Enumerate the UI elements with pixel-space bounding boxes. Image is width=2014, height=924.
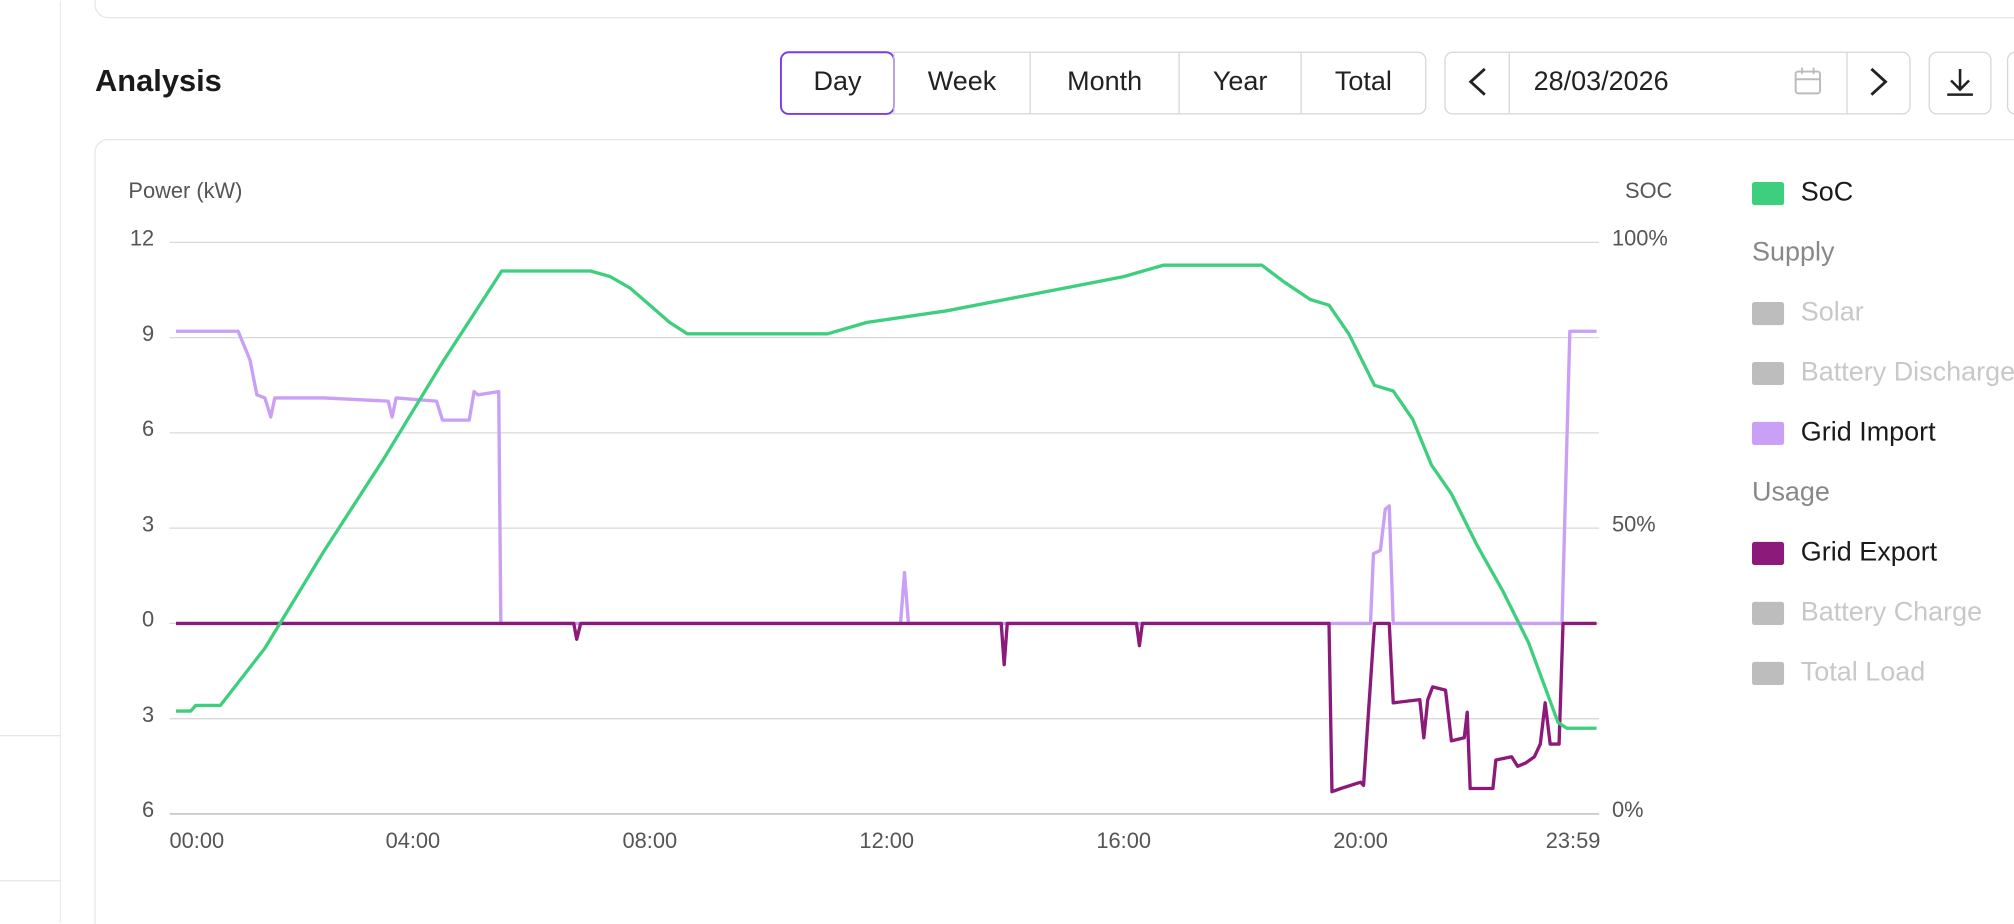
download-button[interactable] — [1928, 51, 1992, 115]
x-tick-label: 08:00 — [623, 828, 678, 853]
legend-label[interactable]: Battery Discharge — [1801, 357, 2014, 387]
legend-label[interactable]: Total Load — [1801, 657, 1925, 687]
y-tick-label: 9 — [142, 321, 154, 346]
y-axis-title: Power (kW) — [128, 178, 242, 203]
y-tick-label: 3 — [142, 511, 154, 536]
tab-label[interactable]: Week — [928, 66, 997, 96]
y-tick-label: 6 — [142, 797, 154, 822]
legend-heading: Supply — [1752, 237, 1835, 267]
y2-axis-title: SOC — [1625, 178, 1672, 203]
legend-swatch[interactable] — [1751, 541, 1785, 566]
y-tick-label: 0 — [142, 607, 154, 632]
download-icon[interactable] — [1947, 68, 1973, 96]
legend-label[interactable]: Solar — [1801, 297, 1864, 327]
prev-button[interactable] — [1468, 67, 1486, 96]
date-value[interactable]: 28/03/2026 — [1534, 66, 1669, 96]
legend-label[interactable]: Battery Charge — [1801, 597, 1982, 627]
date-picker: 28/03/2026 — [1444, 51, 1911, 115]
tab-label[interactable]: Total — [1335, 66, 1392, 96]
x-tick-label: 23:59 — [1546, 828, 1601, 853]
legend-heading: Usage — [1752, 477, 1830, 507]
x-tick-label: 00:00 — [170, 828, 225, 853]
legend-swatch[interactable] — [1751, 661, 1785, 685]
calendar-icon[interactable] — [1794, 67, 1822, 95]
y2-tick-label: 50% — [1612, 511, 1656, 536]
legend-label[interactable]: Grid Import — [1801, 417, 1936, 447]
legend-label[interactable]: SoC — [1801, 177, 1853, 207]
series-line — [175, 621, 1597, 794]
legend-swatch[interactable] — [1751, 301, 1785, 326]
legend-swatch[interactable] — [1751, 361, 1785, 386]
tab-label[interactable]: Year — [1213, 66, 1268, 96]
legend: SoC Supply Solar Battery Discharge Grid Impo… — [1751, 177, 2014, 687]
tab-label[interactable]: Day — [813, 66, 861, 96]
legend-label[interactable]: Grid Export — [1801, 537, 1938, 567]
y-tick-label: 12 — [130, 226, 154, 251]
tab-label[interactable]: Month — [1067, 66, 1142, 96]
period-tabs: Day Week Month Year Total — [779, 51, 1427, 115]
x-tick-label: 04:00 — [386, 828, 441, 853]
y-tick-label: 6 — [142, 416, 154, 441]
legend-swatch[interactable] — [1751, 421, 1785, 446]
x-tick-label: 20:00 — [1333, 828, 1388, 853]
next-button[interactable] — [1870, 67, 1888, 96]
top-card — [94, 0, 2014, 19]
x-tick-label: 12:00 — [859, 828, 914, 853]
x-tick-label: 16:00 — [1096, 828, 1151, 853]
series-line — [175, 263, 1597, 730]
more-button[interactable] — [2006, 51, 2014, 115]
plot — [175, 263, 1597, 794]
y2-tick-label: 100% — [1612, 226, 1668, 251]
legend-swatch[interactable] — [1751, 181, 1785, 206]
chart-card — [94, 138, 2014, 924]
date-frame — [1444, 51, 1911, 115]
legend-swatch[interactable] — [1751, 601, 1785, 625]
section-title: Analysis — [95, 63, 222, 98]
y-tick-label: 3 — [142, 702, 154, 727]
y2-tick-label: 0% — [1612, 797, 1644, 822]
series-line — [175, 329, 1597, 626]
